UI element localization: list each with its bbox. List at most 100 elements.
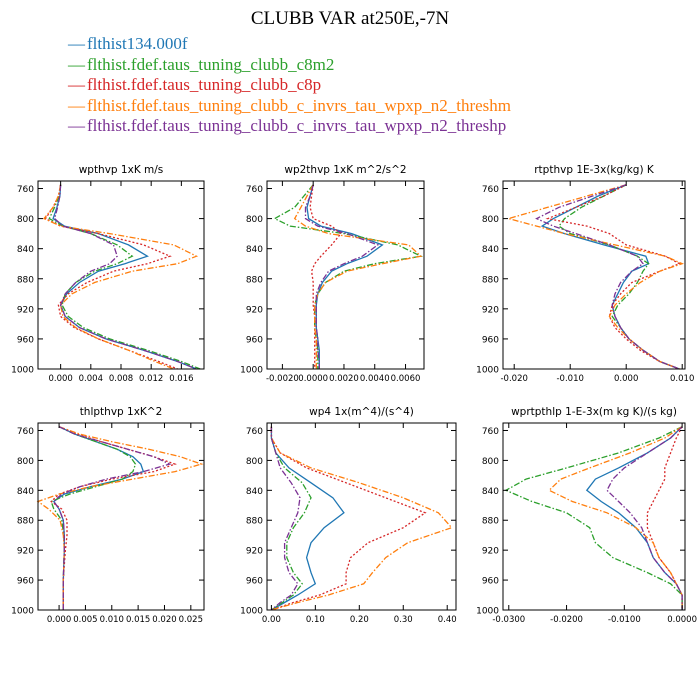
y-tick-label: 760 xyxy=(17,427,34,437)
x-tick-label: 0.010 xyxy=(100,615,124,625)
series-line xyxy=(50,426,177,610)
x-tick-label: -0.0020 xyxy=(266,374,299,384)
legend-item: — flthist.fdef.taus_tuning_clubb_c8p xyxy=(68,75,511,96)
series-line xyxy=(52,426,172,610)
y-tick-label: 960 xyxy=(246,335,263,345)
x-tick-label: 0.005 xyxy=(73,615,97,625)
y-tick-label: 800 xyxy=(482,215,499,225)
series-line xyxy=(646,426,683,610)
y-tick-label: 960 xyxy=(17,577,34,587)
x-tick-label: 0.025 xyxy=(179,615,203,625)
x-tick-label: 0.0000 xyxy=(298,374,328,384)
x-tick-label: 0.012 xyxy=(139,374,163,384)
y-tick-label: 960 xyxy=(482,577,499,587)
legend-item: — flthist.fdef.taus_tuning_clubb_c_invrs_… xyxy=(68,116,511,137)
series-line xyxy=(42,184,199,370)
panel: rtpthvp 1E-3x(kg/kg) K 760 800 840 880 920 960… xyxy=(476,164,694,384)
y-tick-label: 840 xyxy=(482,245,499,255)
x-tick-label: 0.016 xyxy=(169,374,193,384)
x-tick-label: 0.0000 xyxy=(667,615,697,625)
x-tick-label: 0.40 xyxy=(438,615,457,625)
panel-title: rtpthvp 1E-3x(kg/kg) K xyxy=(534,164,655,176)
x-tick-label: -0.010 xyxy=(556,374,583,384)
y-tick-label: 1000 xyxy=(11,607,34,617)
y-tick-label: 880 xyxy=(482,517,499,527)
x-tick-label: -0.0200 xyxy=(550,615,583,625)
y-tick-label: 760 xyxy=(246,185,263,195)
series-line xyxy=(270,426,301,611)
y-tick-label: 760 xyxy=(17,185,34,195)
x-tick-label: -0.0300 xyxy=(492,615,525,625)
panel: wpthvp 1xK m/s 760 800 840 880 920 960 1000 0.00… xyxy=(11,164,205,384)
legend-label: flthist134.000f xyxy=(87,34,188,53)
y-tick-label: 880 xyxy=(246,275,263,285)
x-tick-label: 0.0020 xyxy=(329,374,359,384)
y-tick-label: 880 xyxy=(17,275,34,285)
series-line xyxy=(50,426,137,610)
y-tick-label: 800 xyxy=(17,457,34,467)
y-tick-label: 920 xyxy=(17,305,34,315)
x-tick-label: 0.30 xyxy=(394,615,413,625)
y-tick-label: 920 xyxy=(482,305,499,315)
y-tick-label: 840 xyxy=(17,487,34,497)
legend: — flthist134.000f — flthist.fdef.taus_tuni… xyxy=(68,34,511,137)
plot-frame xyxy=(266,422,457,611)
x-tick-label: 0.10 xyxy=(306,615,325,625)
panel-title: wprtpthlp 1-E-3x(m kg K)/(s kg) xyxy=(511,406,677,418)
legend-label: flthist.fdef.taus_tuning_clubb_c8m2 xyxy=(87,54,335,74)
y-tick-label: 800 xyxy=(246,457,263,467)
series-line xyxy=(535,184,680,370)
y-tick-label: 800 xyxy=(482,457,499,467)
plot-frame xyxy=(502,180,686,370)
series-line xyxy=(52,184,197,370)
series-line xyxy=(506,184,684,370)
series-line xyxy=(548,426,683,610)
x-tick-label: 0.0060 xyxy=(391,374,421,384)
panel-title: wp2thvp 1xK m^2/s^2 xyxy=(284,164,406,176)
x-tick-label: 0.000 xyxy=(48,374,72,384)
legend-item: — flthist.fdef.taus_tuning_clubb_c8m2 xyxy=(68,55,511,76)
x-tick-label: 0.010 xyxy=(670,374,694,384)
y-tick-label: 1000 xyxy=(240,607,263,617)
panel-title: thlpthvp 1xK^2 xyxy=(80,406,163,418)
x-tick-label: 0.0040 xyxy=(360,374,390,384)
series-line xyxy=(306,184,384,369)
series-line xyxy=(270,426,453,611)
legend-label: flthist.fdef.taus_tuning_clubb_c_invrs_t… xyxy=(87,95,511,115)
y-tick-label: 840 xyxy=(246,245,263,255)
panel: wp4 1x(m^4)/(s^4)76080084088092096010000… xyxy=(240,406,457,625)
panel: wprtpthlp 1-E-3x(m kg K)/(s kg) 760 800 840… xyxy=(476,406,697,625)
plot-frame xyxy=(37,422,205,611)
y-tick-label: 840 xyxy=(17,245,34,255)
x-tick-label: -0.0100 xyxy=(608,615,641,625)
panel: thlpthvp 1xK^2 760 800 840 880 920 960 1000 0.00… xyxy=(11,406,205,625)
plot-frame xyxy=(266,180,425,370)
panel: wp2thvp 1xK m^2/s^2 760 800 840 880 920 960 100… xyxy=(240,164,425,384)
series-line xyxy=(273,184,424,369)
y-tick-label: 920 xyxy=(246,547,263,557)
plot-frame xyxy=(502,422,686,611)
y-tick-label: 960 xyxy=(246,577,263,587)
y-tick-label: 1000 xyxy=(240,366,263,376)
y-tick-label: 1000 xyxy=(476,607,499,617)
legend-item: — flthist.fdef.taus_tuning_clubb_c_invrs_… xyxy=(68,96,511,117)
y-tick-label: 840 xyxy=(246,487,263,497)
panel-title: wp4 1x(m^4)/(s^4) xyxy=(309,406,414,418)
y-tick-label: 1000 xyxy=(11,366,34,376)
plot-frame xyxy=(37,180,205,370)
series-line xyxy=(545,184,681,370)
series-line xyxy=(270,426,345,611)
y-tick-label: 920 xyxy=(482,547,499,557)
series-line xyxy=(606,426,683,610)
series-line xyxy=(270,426,427,611)
y-tick-label: 760 xyxy=(246,427,263,437)
y-tick-label: 920 xyxy=(246,305,263,315)
y-tick-label: 960 xyxy=(482,335,499,345)
y-tick-label: 760 xyxy=(482,427,499,437)
legend-item: — flthist134.000f xyxy=(68,34,511,55)
y-tick-label: 840 xyxy=(482,487,499,497)
y-tick-label: 1000 xyxy=(476,366,499,376)
y-tick-label: 880 xyxy=(17,517,34,527)
series-line xyxy=(504,426,683,610)
